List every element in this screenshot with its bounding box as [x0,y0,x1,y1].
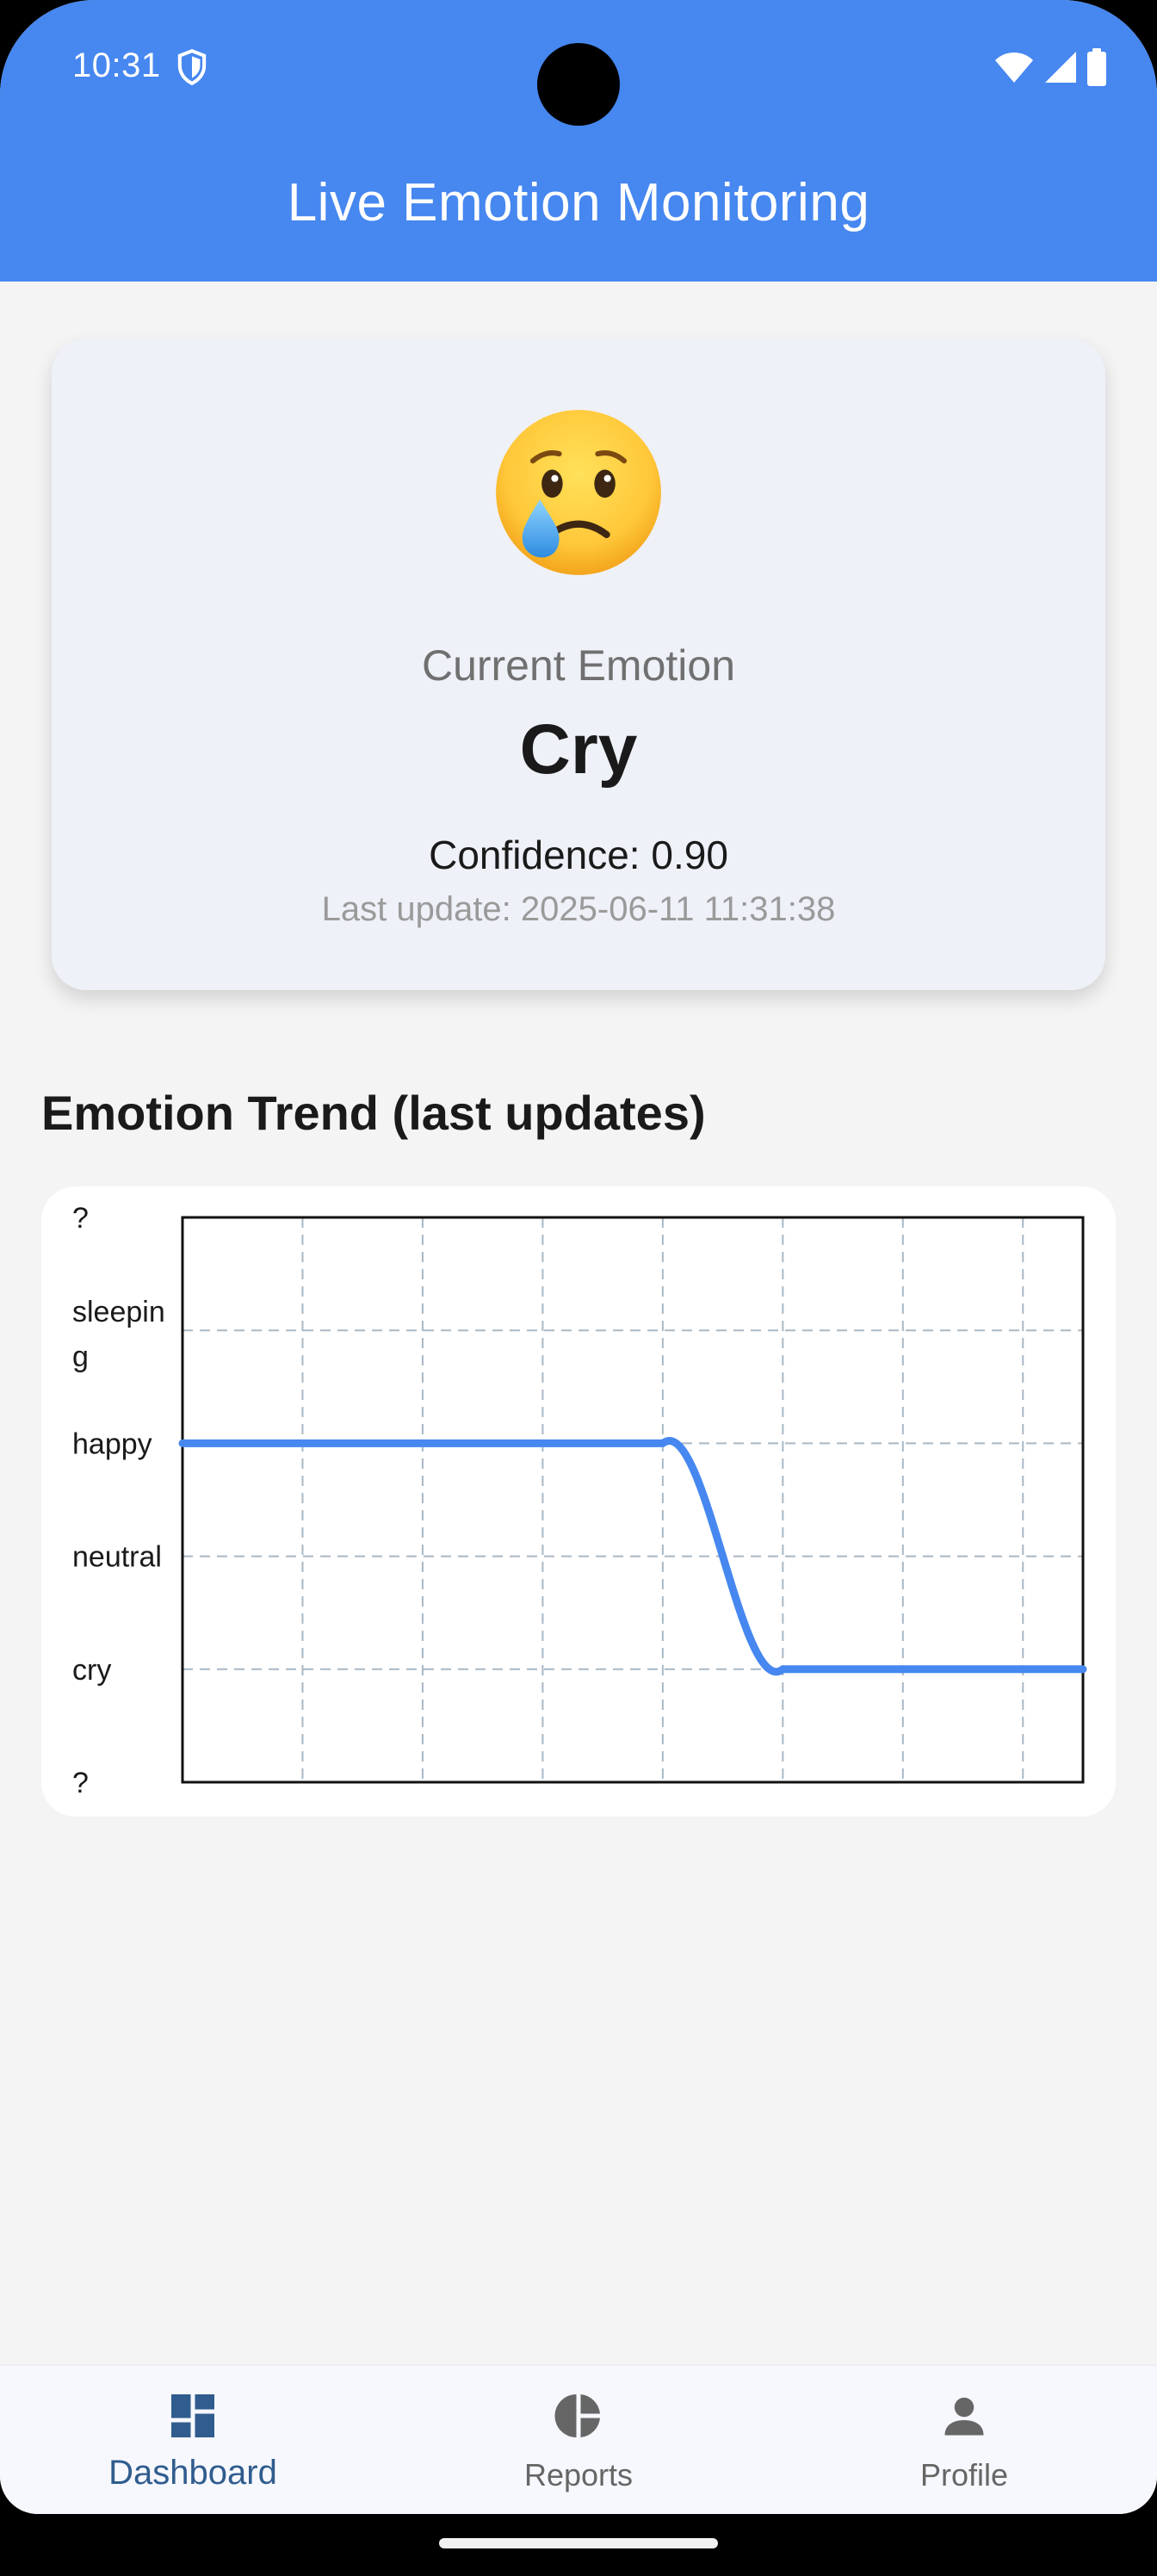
y-tick-label: ? [72,1767,89,1799]
nav-label-dashboard: Dashboard [108,2454,277,2492]
front-camera [537,43,620,126]
emotion-trend-chart: ? sleepin g happy neutral cry? [41,1186,1116,1817]
y-tick-label: neutral [72,1541,162,1574]
plot-border [181,1216,1085,1784]
trend-section-title: Emotion Trend (last updates) [41,1086,706,1140]
nav-item-profile[interactable]: Profile [771,2366,1157,2514]
y-tick-label: cry [72,1654,111,1687]
pie-chart-icon [554,2394,600,2437]
shield-icon [177,48,207,86]
bottom-navigation: Dashboard Reports Profile [0,2364,1157,2514]
y-tick-label: happy [72,1427,152,1460]
crying-face-icon [496,410,661,575]
app-screen: 10:31 Live Emotion Monitoring [0,0,1157,2514]
signal-icon [1045,52,1076,83]
y-tick-label: ? [72,1202,89,1235]
page-title: Live Emotion Monitoring [287,173,870,232]
chart-canvas: ? sleepin g happy neutral cry? [72,1202,1087,1799]
status-time: 10:31 [72,46,161,84]
battery-icon [1087,48,1106,86]
nav-item-dashboard[interactable]: Dashboard [0,2366,386,2514]
nav-item-reports[interactable]: Reports [386,2366,771,2514]
y-tick-label: sleepin g [72,1296,165,1373]
home-indicator[interactable] [439,2538,718,2548]
status-icons [993,48,1107,86]
confidence-value: Confidence: 0.90 [429,833,728,877]
dashboard-icon [171,2394,214,2437]
app-bar: 10:31 Live Emotion Monitoring [0,0,1157,282]
wifi-icon [995,53,1033,83]
series-line [178,1437,1087,1676]
current-emotion-card: Current Emotion Cry Confidence: 0.90 Las… [52,339,1105,990]
current-emotion-label: Current Emotion [421,641,736,690]
nav-label-reports: Reports [523,2457,634,2492]
nav-label-profile: Profile [919,2457,1009,2492]
person-icon [944,2397,984,2436]
current-emotion-value: Cry [519,710,638,789]
last-update-timestamp: Last update: 2025-06-11 11:31:38 [321,890,836,928]
